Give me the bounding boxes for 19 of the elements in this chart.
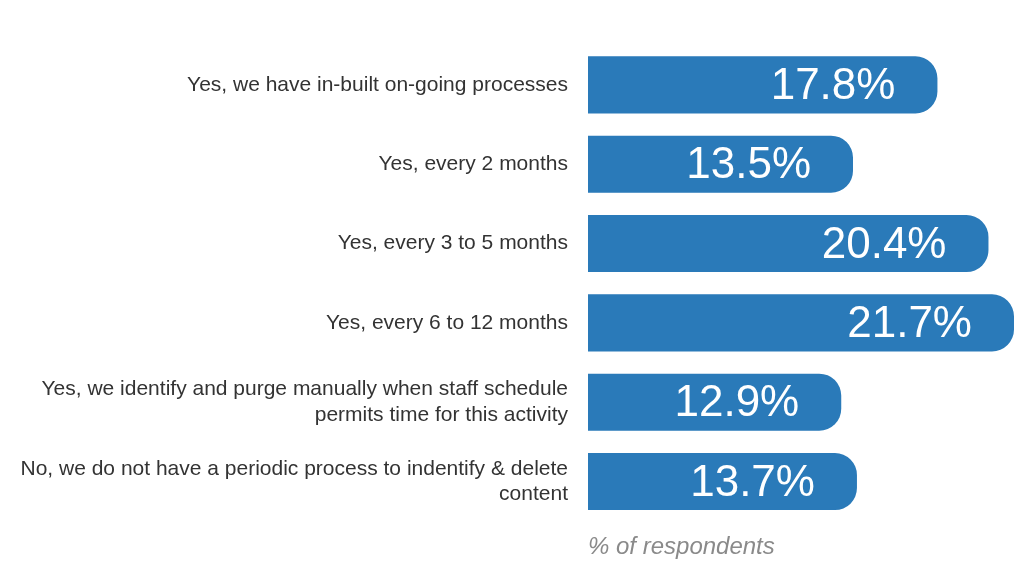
y-tick-label: Yes, every 2 months (378, 151, 568, 174)
bar (588, 214, 989, 273)
y-tick-label: Yes, every 3 to 5 months (337, 230, 568, 254)
data-label: 13.5% (686, 138, 812, 188)
data-label: 21.7% (847, 297, 972, 347)
bar (588, 452, 857, 511)
data-label: 17.8% (770, 59, 896, 109)
y-tick-label: Yes, we identify and purge manually when staff schedule permits time for this activity (41, 376, 569, 425)
y-tick-label: No, we do not have a periodic process to indentify & delete content (20, 455, 569, 504)
bar (588, 294, 1014, 352)
data-label: 12.9% (674, 376, 800, 426)
y-tick-label: Yes, we have in-built on-going processes (187, 71, 568, 95)
y-tick-label: Yes, every 6 to 12 months (325, 309, 568, 333)
data-label: 13.7% (690, 455, 815, 505)
data-label: 20.4% (821, 217, 947, 267)
bar (588, 373, 842, 431)
x-axis-title: % of respondents (588, 532, 775, 560)
bar (588, 135, 854, 193)
bar (588, 56, 938, 114)
